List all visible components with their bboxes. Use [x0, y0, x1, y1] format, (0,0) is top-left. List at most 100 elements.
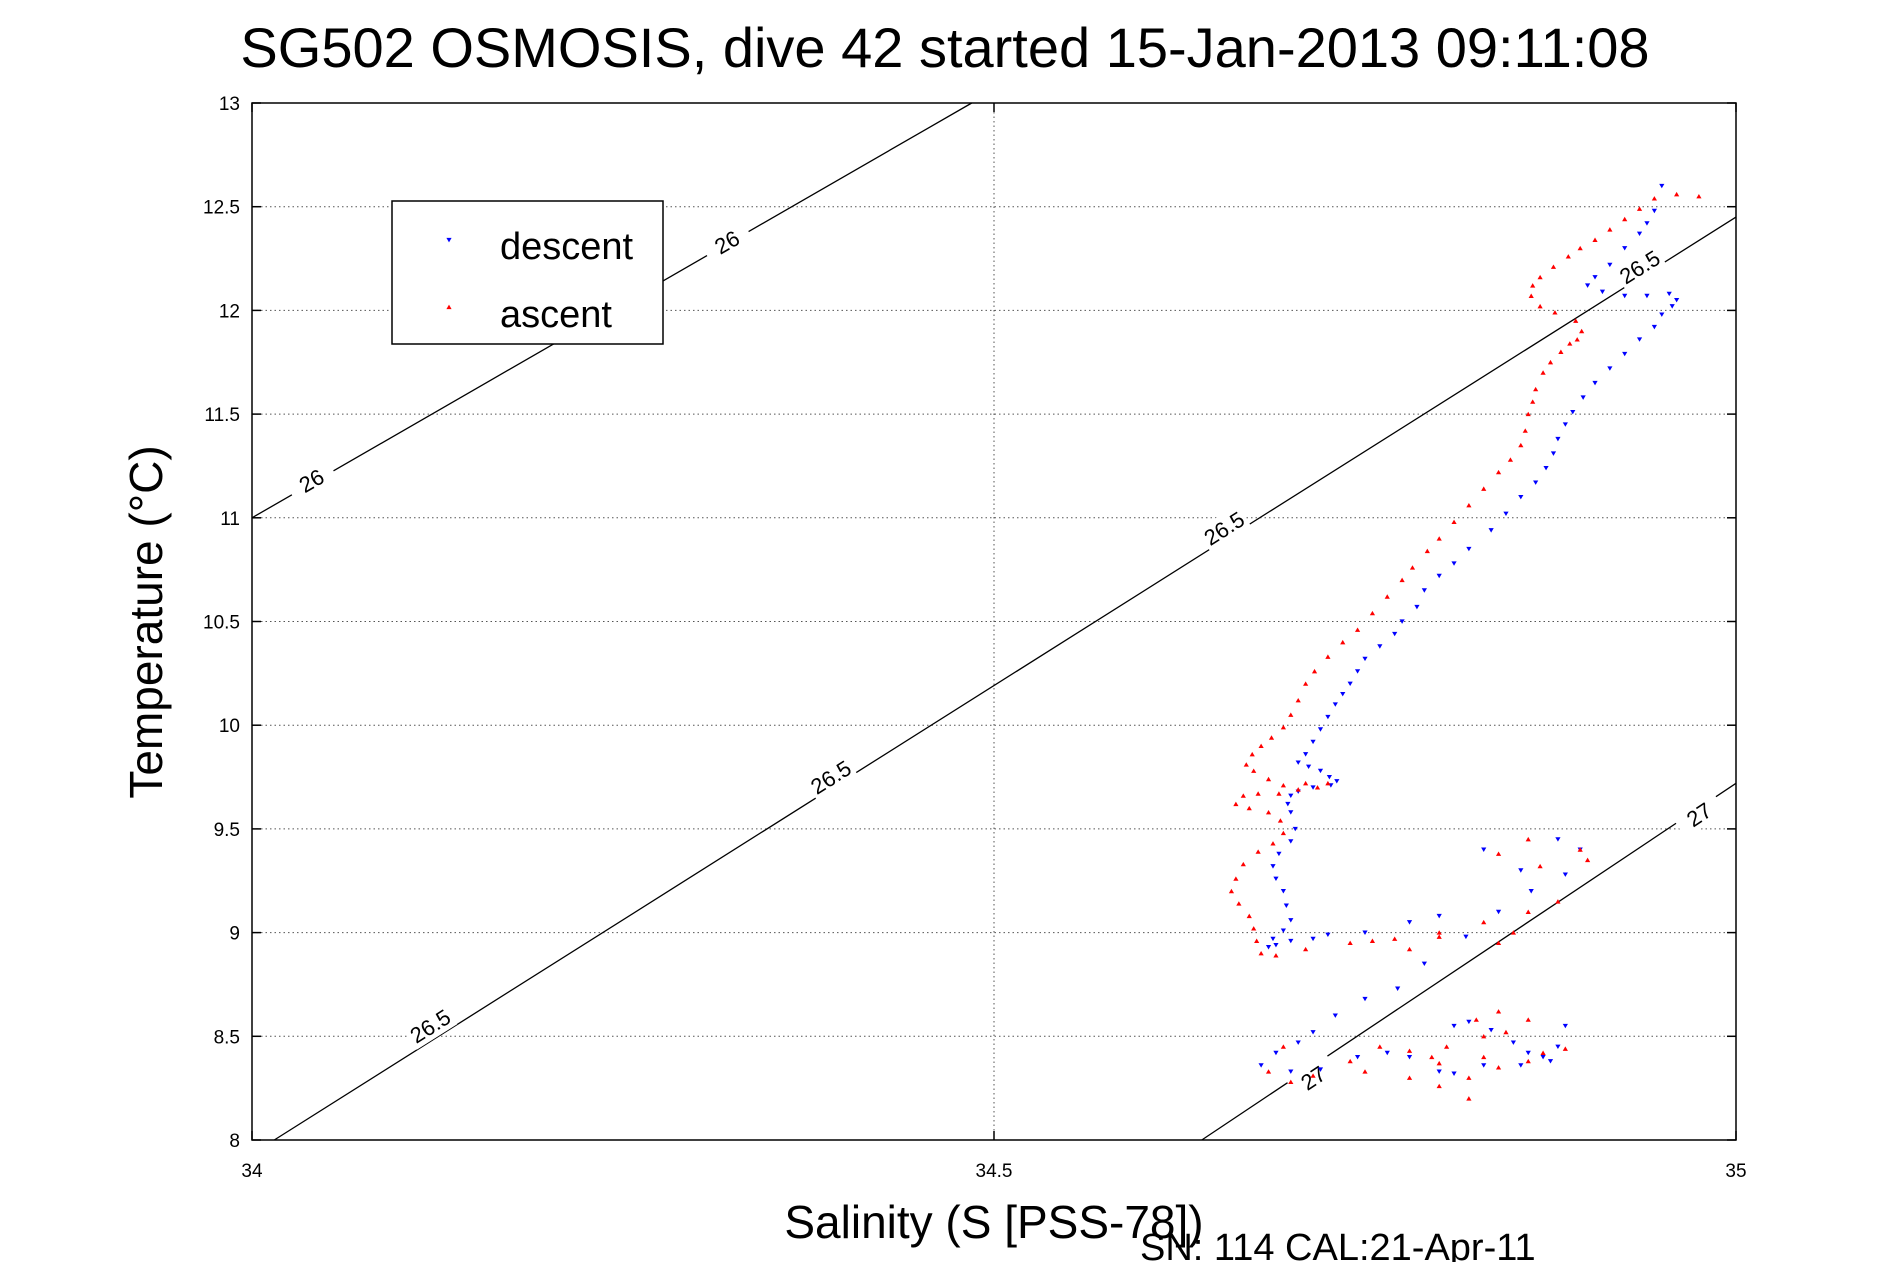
- data-point-ascent: [1510, 930, 1516, 935]
- data-point-descent: [1285, 801, 1291, 807]
- data-point-descent: [1466, 1019, 1472, 1025]
- data-point-ascent: [1651, 196, 1657, 201]
- data-point-ascent: [1310, 1073, 1316, 1078]
- data-point-ascent: [1314, 785, 1321, 790]
- data-point-ascent: [1533, 386, 1539, 392]
- data-point-ascent: [1311, 668, 1318, 674]
- data-point-ascent: [1280, 1044, 1286, 1049]
- data-point-ascent: [1495, 851, 1502, 856]
- data-point-ascent: [1567, 341, 1573, 346]
- data-point-ascent: [1466, 1075, 1472, 1080]
- data-point-ascent: [1537, 274, 1543, 280]
- data-point-ascent: [1674, 191, 1680, 197]
- data-point-descent: [1592, 380, 1598, 386]
- data-point-descent: [1550, 451, 1557, 456]
- legend-marker-descent: [446, 237, 452, 243]
- data-point-descent: [1481, 847, 1487, 852]
- data-point-ascent: [1525, 1017, 1531, 1022]
- data-point-ascent: [1540, 1050, 1546, 1055]
- data-point-ascent: [1347, 1058, 1353, 1064]
- data-point-descent: [1310, 739, 1316, 745]
- y-tick-label: 8: [229, 1131, 240, 1152]
- data-point-ascent: [1530, 399, 1536, 404]
- data-point-descent: [1317, 1067, 1324, 1072]
- data-point-ascent: [1347, 940, 1353, 946]
- data-point-descent: [1288, 1069, 1294, 1074]
- data-point-ascent: [1295, 787, 1301, 792]
- data-point-descent: [1607, 262, 1613, 268]
- data-point-descent: [1326, 774, 1332, 780]
- data-point-ascent: [1369, 610, 1376, 616]
- data-point-descent: [1325, 714, 1331, 720]
- data-point-descent: [1384, 1050, 1390, 1056]
- x-tick-label: 35: [1725, 1161, 1746, 1182]
- data-point-descent: [1392, 631, 1398, 637]
- contour-label-bg: [1671, 790, 1727, 839]
- data-point-descent: [1518, 494, 1524, 500]
- data-point-descent: [1270, 864, 1276, 869]
- x-axis-label: Salinity (S [PSS-78]): [784, 1196, 1203, 1248]
- data-point-descent: [1503, 511, 1509, 516]
- data-point-ascent: [1622, 216, 1628, 222]
- data-point-ascent: [1406, 1075, 1413, 1080]
- series-descent: [1258, 183, 1680, 1076]
- data-point-ascent: [1240, 793, 1246, 798]
- data-point-ascent: [1254, 938, 1260, 943]
- data-point-ascent: [1277, 818, 1284, 823]
- data-point-ascent: [1481, 1033, 1487, 1039]
- data-point-ascent: [1444, 1044, 1450, 1049]
- data-point-ascent: [1473, 1017, 1479, 1022]
- data-point-descent: [1533, 480, 1539, 485]
- data-point-ascent: [1270, 841, 1276, 846]
- contour-label-bg: [1612, 243, 1667, 291]
- data-point-descent: [1518, 1063, 1524, 1068]
- data-point-descent: [1528, 889, 1534, 894]
- data-point-ascent: [1495, 1009, 1502, 1014]
- data-point-ascent: [1369, 938, 1376, 943]
- y-tick-label: 9: [229, 924, 240, 945]
- data-point-descent: [1406, 920, 1413, 925]
- data-point-descent: [1451, 561, 1457, 566]
- series-ascent: [1228, 191, 1702, 1101]
- data-point-descent: [1377, 644, 1383, 649]
- contour-label-bg: [1196, 504, 1252, 552]
- data-point-ascent: [1255, 791, 1261, 796]
- y-tick-label: 11: [220, 509, 240, 530]
- data-point-ascent: [1537, 863, 1543, 869]
- data-point-descent: [1310, 1030, 1316, 1035]
- data-point-ascent: [1558, 349, 1564, 354]
- data-point-ascent: [1280, 783, 1286, 788]
- data-point-ascent: [1258, 743, 1264, 749]
- data-point-ascent: [1384, 594, 1390, 599]
- data-point-ascent: [1249, 751, 1255, 757]
- data-point-ascent: [1528, 293, 1534, 298]
- data-point-descent: [1306, 764, 1312, 770]
- data-point-ascent: [1525, 411, 1531, 417]
- data-point-descent: [1332, 1013, 1338, 1018]
- data-point-ascent: [1258, 951, 1264, 956]
- data-point-ascent: [1550, 264, 1557, 269]
- data-point-descent: [1510, 1040, 1516, 1045]
- data-point-descent: [1354, 1054, 1361, 1060]
- data-point-descent: [1570, 409, 1576, 415]
- data-point-descent: [1669, 304, 1675, 309]
- data-point-descent: [1362, 930, 1368, 935]
- data-point-descent: [1562, 872, 1568, 877]
- data-point-ascent: [1574, 337, 1580, 342]
- data-point-descent: [1270, 936, 1276, 942]
- data-point-ascent: [1429, 1054, 1435, 1060]
- data-point-ascent: [1525, 836, 1531, 842]
- data-point-descent: [1362, 656, 1368, 662]
- data-point-ascent: [1409, 565, 1416, 570]
- data-point-descent: [1651, 208, 1657, 214]
- y-tick-label: 10.5: [203, 613, 240, 634]
- legend-label-ascent: ascent: [500, 294, 612, 336]
- data-point-ascent: [1233, 876, 1239, 881]
- data-point-ascent: [1537, 303, 1543, 309]
- data-point-descent: [1607, 366, 1613, 371]
- data-point-descent: [1436, 1069, 1442, 1074]
- legend: descent ascent: [391, 200, 664, 345]
- data-point-ascent: [1255, 849, 1261, 854]
- data-point-ascent: [1362, 1069, 1368, 1074]
- data-point-descent: [1562, 422, 1568, 427]
